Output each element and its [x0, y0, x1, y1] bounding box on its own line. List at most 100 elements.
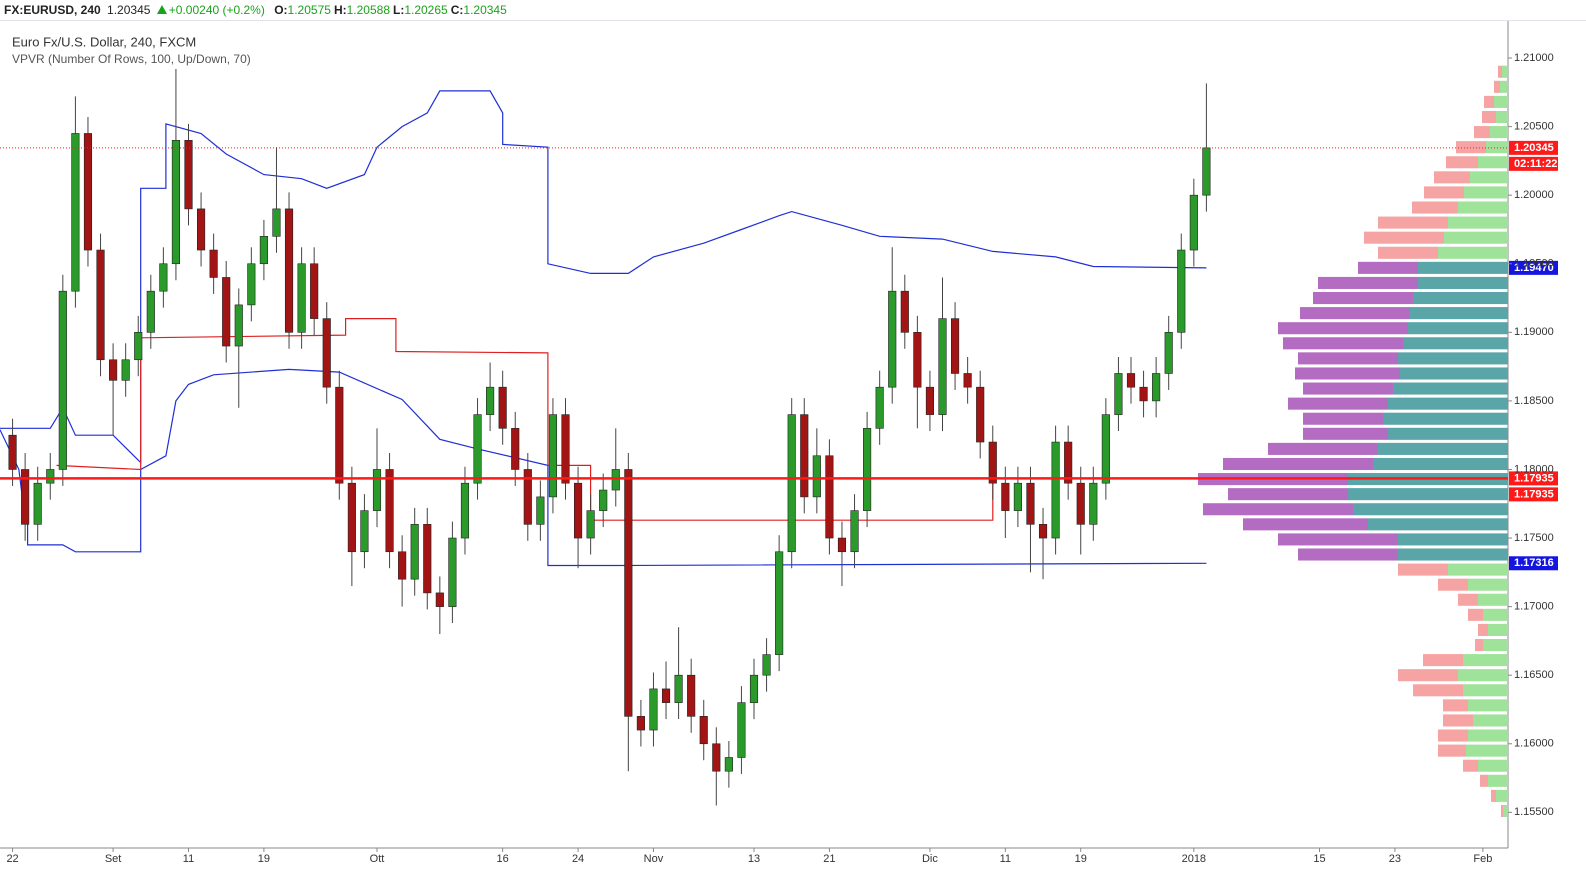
vp-down: [1456, 141, 1486, 154]
candle-body: [925, 386, 935, 415]
price-tag: [1509, 556, 1558, 571]
vp-up: [1500, 80, 1508, 93]
vp-down: [1480, 774, 1488, 787]
ohlc-label: H:: [333, 3, 347, 17]
candle-body: [398, 551, 407, 580]
candle-body: [1064, 441, 1073, 484]
candle-body: [1013, 482, 1022, 511]
vp-down: [1494, 80, 1500, 93]
price-tag: [1509, 140, 1558, 155]
candle-body: [423, 524, 432, 594]
chart-title: Euro Fx/U.S. Dollar, 240, FXCM: [12, 34, 196, 49]
vp-up: [1478, 593, 1508, 606]
vp-up: [1448, 563, 1508, 576]
vp-down: [1463, 759, 1478, 772]
candle-body: [473, 414, 482, 484]
vp-up: [1438, 246, 1508, 259]
vp-up: [1466, 744, 1508, 757]
candle-body: [109, 359, 118, 381]
x-tick-label: Set: [105, 853, 122, 865]
vp-up: [1448, 216, 1508, 229]
candle-body: [184, 140, 193, 210]
price-tag-label: 1.17316: [1514, 557, 1554, 569]
vp-down: [1501, 804, 1503, 818]
ohlc: O:1.20575 H:1.20588 L:1.20265 C:1.20345: [274, 3, 510, 17]
candle-body: [259, 236, 268, 265]
candle-body: [724, 757, 733, 772]
x-tick-label: 23: [1389, 853, 1401, 865]
candle-body: [322, 318, 331, 388]
ohlc-label: C:: [450, 3, 464, 17]
y-tick-label: 1.18000: [1514, 463, 1554, 475]
y-tick-label: 1.16000: [1514, 738, 1554, 750]
vp-up: [1458, 669, 1508, 682]
candle-body: [159, 263, 168, 292]
y-tick-label: 1.18500: [1514, 395, 1554, 407]
vp-down: [1243, 518, 1368, 531]
candle-body: [196, 208, 206, 251]
candle-body: [611, 469, 620, 491]
vp-up: [1496, 110, 1508, 124]
candle-body: [209, 249, 218, 278]
x-tick-label: 2018: [1182, 853, 1206, 865]
vp-up: [1496, 789, 1508, 802]
vp-up: [1483, 638, 1508, 652]
candle-body: [460, 482, 470, 539]
vp-down: [1303, 382, 1393, 395]
change-text: +0.00240 (+0.2%): [168, 3, 265, 17]
vp-down: [1434, 171, 1470, 184]
symbol-header: FX:EURUSD, 240 1.20345 +0.00240 (+0.2%) …: [0, 0, 1586, 21]
candle-body: [511, 428, 520, 470]
ohlc-value: 1.20265: [404, 3, 448, 17]
candle-body: [636, 716, 645, 731]
vp-up: [1418, 276, 1508, 289]
candle-body: [1164, 332, 1173, 374]
candle-body: [1001, 482, 1010, 511]
candle-body: [21, 469, 30, 525]
vp-up: [1468, 578, 1508, 591]
vp-down: [1398, 669, 1458, 682]
candle-body: [410, 524, 419, 580]
vp-down: [1398, 563, 1448, 576]
candle-body: [762, 654, 771, 676]
candle-body: [913, 332, 922, 388]
countdown-tag: [1509, 156, 1558, 171]
candle-body: [523, 469, 532, 525]
candle-body: [8, 434, 17, 470]
vp-down: [1468, 608, 1483, 621]
price-tag-label: 1.17935: [1514, 488, 1554, 500]
candle-body: [775, 551, 784, 655]
x-tick-label: Ott: [370, 853, 385, 865]
vp-down: [1378, 216, 1448, 229]
candle-body: [1177, 249, 1186, 333]
price-tag: [1509, 260, 1558, 275]
candle-body: [787, 414, 796, 553]
candle-body: [850, 510, 859, 553]
candle-body: [624, 469, 633, 717]
candle-body: [435, 592, 444, 607]
vp-down: [1278, 533, 1398, 546]
price-tag: [1509, 487, 1558, 502]
candle-body: [83, 133, 93, 251]
candle-body: [661, 688, 671, 703]
candle-body: [837, 537, 847, 553]
vp-up: [1473, 714, 1508, 727]
vp-up: [1378, 442, 1508, 455]
vp-up: [1486, 141, 1508, 154]
candle-body: [486, 386, 495, 415]
price-tag-label: 1.20345: [1514, 142, 1554, 154]
vp-up: [1353, 503, 1508, 516]
vp-up: [1410, 307, 1508, 320]
candle-body: [448, 537, 457, 607]
vp-down: [1223, 457, 1373, 471]
candle-body: [96, 249, 105, 361]
vp-up: [1463, 654, 1508, 667]
vp-down: [1364, 231, 1444, 244]
y-tick-label: 1.20000: [1514, 189, 1554, 201]
indicator-line: [0, 90, 1207, 465]
price-tag-label: 1.17935: [1514, 472, 1554, 484]
x-tick-label: Feb: [1473, 853, 1492, 865]
vp-up: [1444, 231, 1508, 244]
vp-up: [1490, 126, 1508, 139]
candle-body: [372, 469, 382, 511]
